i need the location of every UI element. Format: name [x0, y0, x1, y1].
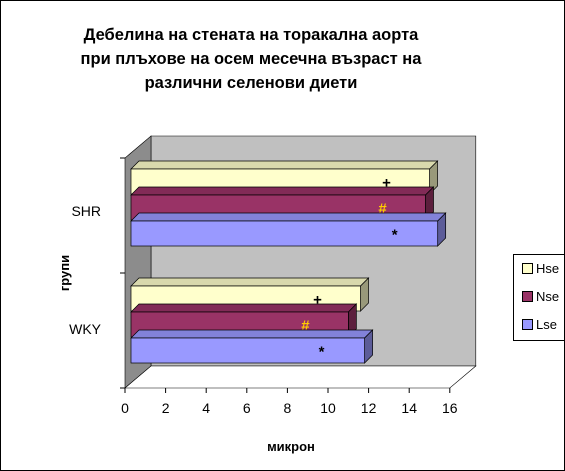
bar-lse-shr [130, 220, 439, 247]
legend-item-lse: Lse [522, 317, 557, 332]
bar-top-nse-wky [130, 303, 358, 313]
bar-marker-lse-wky: * [319, 344, 325, 361]
x-tick-label: 0 [121, 400, 129, 416]
bar-marker-lse-shr: * [392, 227, 398, 244]
bar-top-hse-wky [130, 277, 370, 287]
x-axis-title: микрон [267, 439, 315, 454]
bar-marker-hse-wky: + [313, 292, 322, 309]
chart-title-line-2: при плъхове на осем месечна възраст на [80, 50, 422, 68]
x-tick-label: 12 [361, 400, 377, 416]
x-tick-label: 14 [401, 400, 417, 416]
category-label-wky: WKY [69, 321, 102, 337]
bar-marker-hse-shr: + [382, 175, 391, 192]
legend-label-hse: Hse [536, 261, 560, 276]
x-tick-label: 10 [320, 400, 336, 416]
legend: Hse Nse Lse [513, 254, 564, 341]
bar-top-lse-wky [130, 329, 374, 339]
x-tick-label: 2 [162, 400, 170, 416]
legend-label-lse: Lse [536, 317, 557, 332]
bar-marker-nse-wky: # [301, 318, 310, 335]
bar-top-nse-shr [130, 186, 435, 196]
bar-top-lse-shr [130, 212, 447, 222]
x-tick-label: 16 [442, 400, 458, 416]
bar-lse-wky [130, 337, 365, 364]
floor [124, 365, 477, 389]
x-tick-label: 4 [202, 400, 210, 416]
category-label-shr: SHR [71, 203, 101, 219]
x-tick-label: 6 [243, 400, 251, 416]
legend-swatch-lse [522, 319, 533, 330]
y-axis-title: групи [57, 255, 72, 291]
legend-swatch-hse [522, 263, 533, 274]
bar-top-hse-shr [130, 160, 439, 170]
legend-label-nse: Nse [536, 289, 560, 304]
bar-marker-nse-shr: # [378, 201, 387, 218]
chart-title: Дебелина на стената на торакална аорта п… [41, 23, 461, 95]
chart-title-line-3: различни селенови диети [144, 74, 358, 92]
chart-title-line-1: Дебелина на стената на торакална аорта [83, 26, 419, 44]
legend-item-hse: Hse [522, 261, 559, 276]
x-tick-label: 8 [284, 400, 292, 416]
legend-item-nse: Nse [522, 289, 559, 304]
legend-swatch-nse [522, 291, 533, 302]
